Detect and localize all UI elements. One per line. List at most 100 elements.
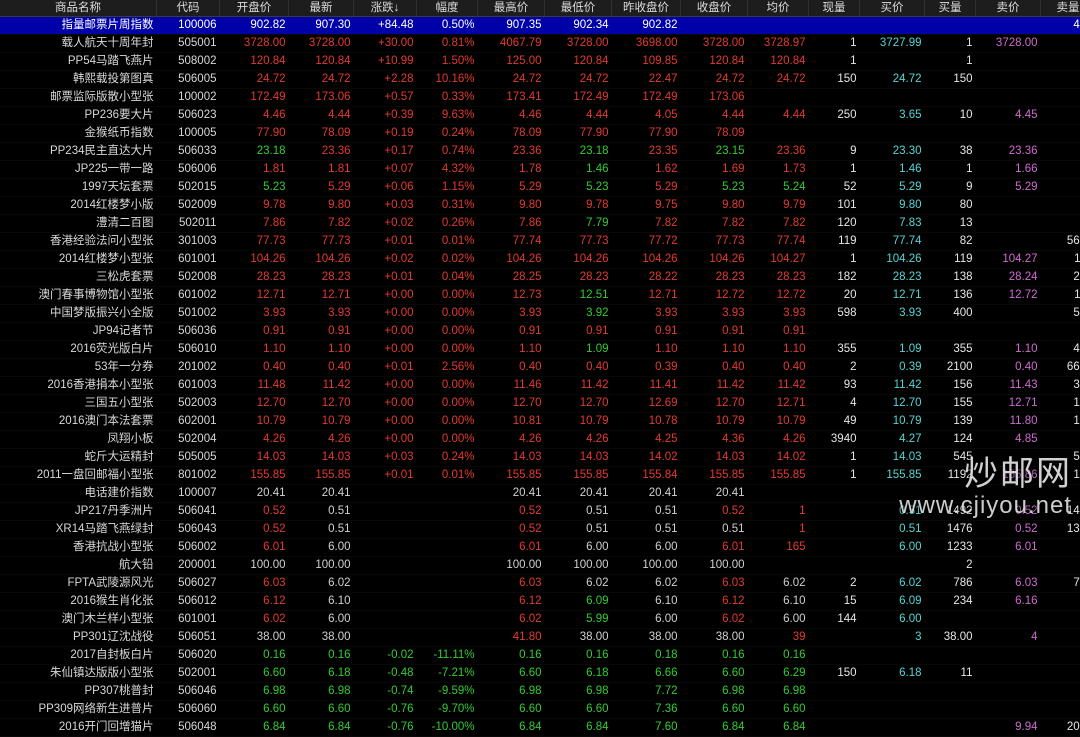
cell-close: 23.15	[681, 143, 748, 161]
cell-avg: 9.79	[748, 197, 809, 215]
column-header-close[interactable]: 收盘价	[681, 0, 748, 17]
cell-code: 506010	[157, 341, 220, 359]
cell-code: 506005	[157, 71, 220, 89]
cell-pct: 1.15%	[417, 179, 478, 197]
cell-name: 2016澳门本法套票	[0, 413, 157, 431]
cell-last: 6.10	[289, 593, 354, 611]
cell-askvol: 256	[1041, 269, 1080, 287]
cell-code: 508002	[157, 53, 220, 71]
column-header-pct[interactable]: 幅度	[417, 0, 478, 17]
cell-low: 0.40	[545, 359, 612, 377]
cell-ask	[976, 197, 1041, 215]
cell-open: 3.93	[220, 305, 289, 323]
cell-close: 0.91	[681, 323, 748, 341]
cell-name: 澳门春事博物馆小型张	[0, 287, 157, 305]
cell-pct: -9.70%	[417, 701, 478, 719]
cell-close: 6.60	[681, 665, 748, 683]
column-header-bidvol[interactable]: 买量	[925, 0, 976, 17]
cell-change: -0.76	[354, 701, 417, 719]
cell-pct: 0.00%	[417, 395, 478, 413]
column-header-change[interactable]: 涨跌↓	[354, 0, 417, 17]
column-header-name[interactable]: 商品名称	[0, 0, 157, 17]
column-header-low[interactable]: 最低价	[545, 0, 612, 17]
cell-close: 12.72	[681, 287, 748, 305]
cell-name: 2017自封板白片	[0, 647, 157, 665]
cell-name: 2011一盘回邮福小型张	[0, 467, 157, 485]
cell-last: 6.60	[289, 701, 354, 719]
cell-low: 9.78	[545, 197, 612, 215]
cell-last: 4.44	[289, 107, 354, 125]
column-header-ask[interactable]: 卖价	[976, 0, 1041, 17]
column-header-bid[interactable]: 买价	[860, 0, 925, 17]
cell-pct	[417, 539, 478, 557]
column-header-open[interactable]: 开盘价	[220, 0, 289, 17]
quote-table-header: 商品名称代码开盘价最新涨跌↓幅度最高价最低价昨收盘价收盘价均价现量买价买量卖价卖…	[0, 0, 1080, 17]
cell-vol	[809, 485, 860, 503]
column-header-last[interactable]: 最新	[289, 0, 354, 17]
cell-avg: 155.85	[748, 467, 809, 485]
cell-vol: 355	[809, 341, 860, 359]
column-header-prevclose[interactable]: 昨收盘价	[612, 0, 681, 17]
header-row[interactable]: 商品名称代码开盘价最新涨跌↓幅度最高价最低价昨收盘价收盘价均价现量买价买量卖价卖…	[0, 0, 1080, 17]
column-header-avg[interactable]: 均价	[748, 0, 809, 17]
column-header-vol[interactable]: 现量	[809, 0, 860, 17]
column-header-code[interactable]: 代码	[157, 0, 220, 17]
column-header-high[interactable]: 最高价	[478, 0, 545, 17]
cell-vol: 1	[809, 251, 860, 269]
column-header-askvol[interactable]: 卖量	[1041, 0, 1080, 17]
cell-ask	[976, 53, 1041, 71]
cell-last: 7.82	[289, 215, 354, 233]
cell-change: +0.00	[354, 413, 417, 431]
cell-askvol	[1041, 557, 1080, 575]
cell-pct: 0.81%	[417, 35, 478, 53]
cell-ask	[976, 665, 1041, 683]
cell-avg: 4.44	[748, 107, 809, 125]
cell-bid: 9.80	[860, 197, 925, 215]
cell-bid: 10.79	[860, 413, 925, 431]
cell-name: FPTA武陵源风光	[0, 575, 157, 593]
cell-vol	[809, 89, 860, 107]
